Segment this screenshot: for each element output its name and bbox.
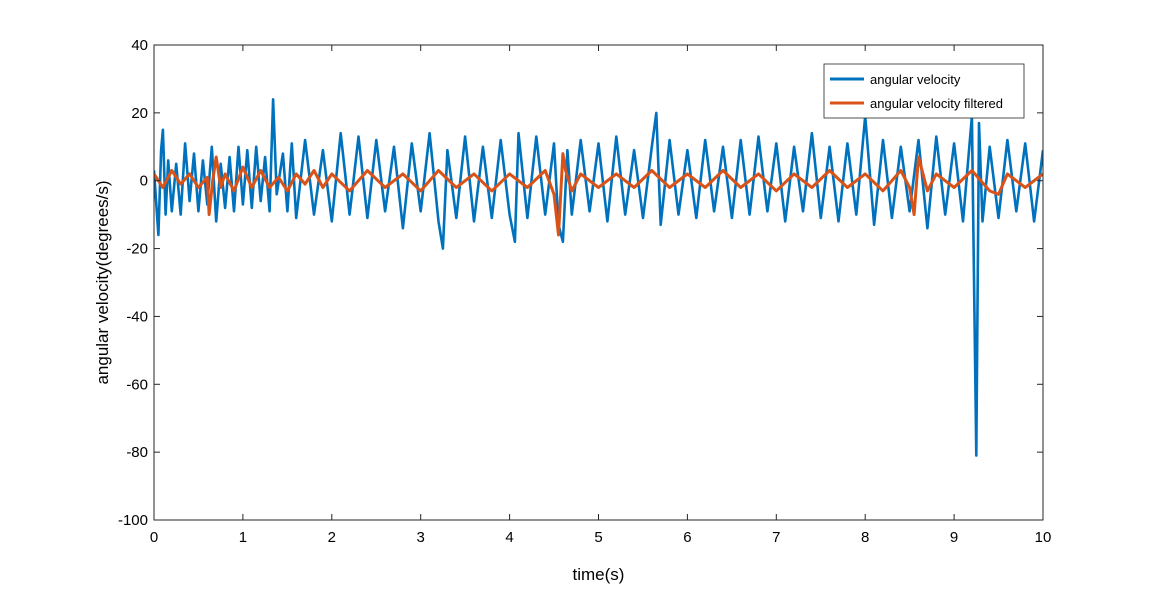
x-tick-label: 4 bbox=[505, 529, 513, 546]
x-tick-label: 8 bbox=[861, 529, 869, 546]
y-tick-label: 0 bbox=[140, 173, 148, 190]
x-tick-label: 10 bbox=[1035, 529, 1052, 546]
y-tick-label: 40 bbox=[131, 37, 148, 54]
y-tick-label: -100 bbox=[118, 512, 148, 529]
y-tick-label: -60 bbox=[126, 376, 148, 393]
x-tick-label: 1 bbox=[239, 529, 247, 546]
x-tick-label: 7 bbox=[772, 529, 780, 546]
x-tick-label: 3 bbox=[417, 529, 425, 546]
x-tick-label: 2 bbox=[328, 529, 336, 546]
legend-label-angular-velocity-filtered: angular velocity filtered bbox=[870, 96, 1003, 111]
x-tick-label: 5 bbox=[594, 529, 602, 546]
series-line-angular-velocity bbox=[154, 98, 1043, 457]
y-tick-label: -40 bbox=[126, 308, 148, 325]
x-tick-label: 0 bbox=[150, 529, 158, 546]
ticks-layer: 0 1 2 3 4 5 6 7 8 9 10 -100 -80 -60 -40 -20 0 20 40 bbox=[118, 37, 1051, 546]
series-layer bbox=[154, 98, 1043, 457]
y-tick-label: 20 bbox=[131, 105, 148, 122]
legend: angular velocity angular velocity filter… bbox=[823, 63, 1025, 119]
y-axis-label: angular velocity(degrees/s) bbox=[93, 180, 112, 384]
x-axis-label: time(s) bbox=[573, 565, 625, 584]
x-tick-label: 9 bbox=[950, 529, 958, 546]
x-tick-label: 6 bbox=[683, 529, 691, 546]
legend-label-angular-velocity: angular velocity bbox=[870, 72, 961, 87]
y-tick-label: -20 bbox=[126, 241, 148, 258]
legend-box bbox=[823, 63, 1025, 119]
y-tick-label: -80 bbox=[126, 444, 148, 461]
series-line-angular-velocity-filtered bbox=[154, 152, 1043, 237]
